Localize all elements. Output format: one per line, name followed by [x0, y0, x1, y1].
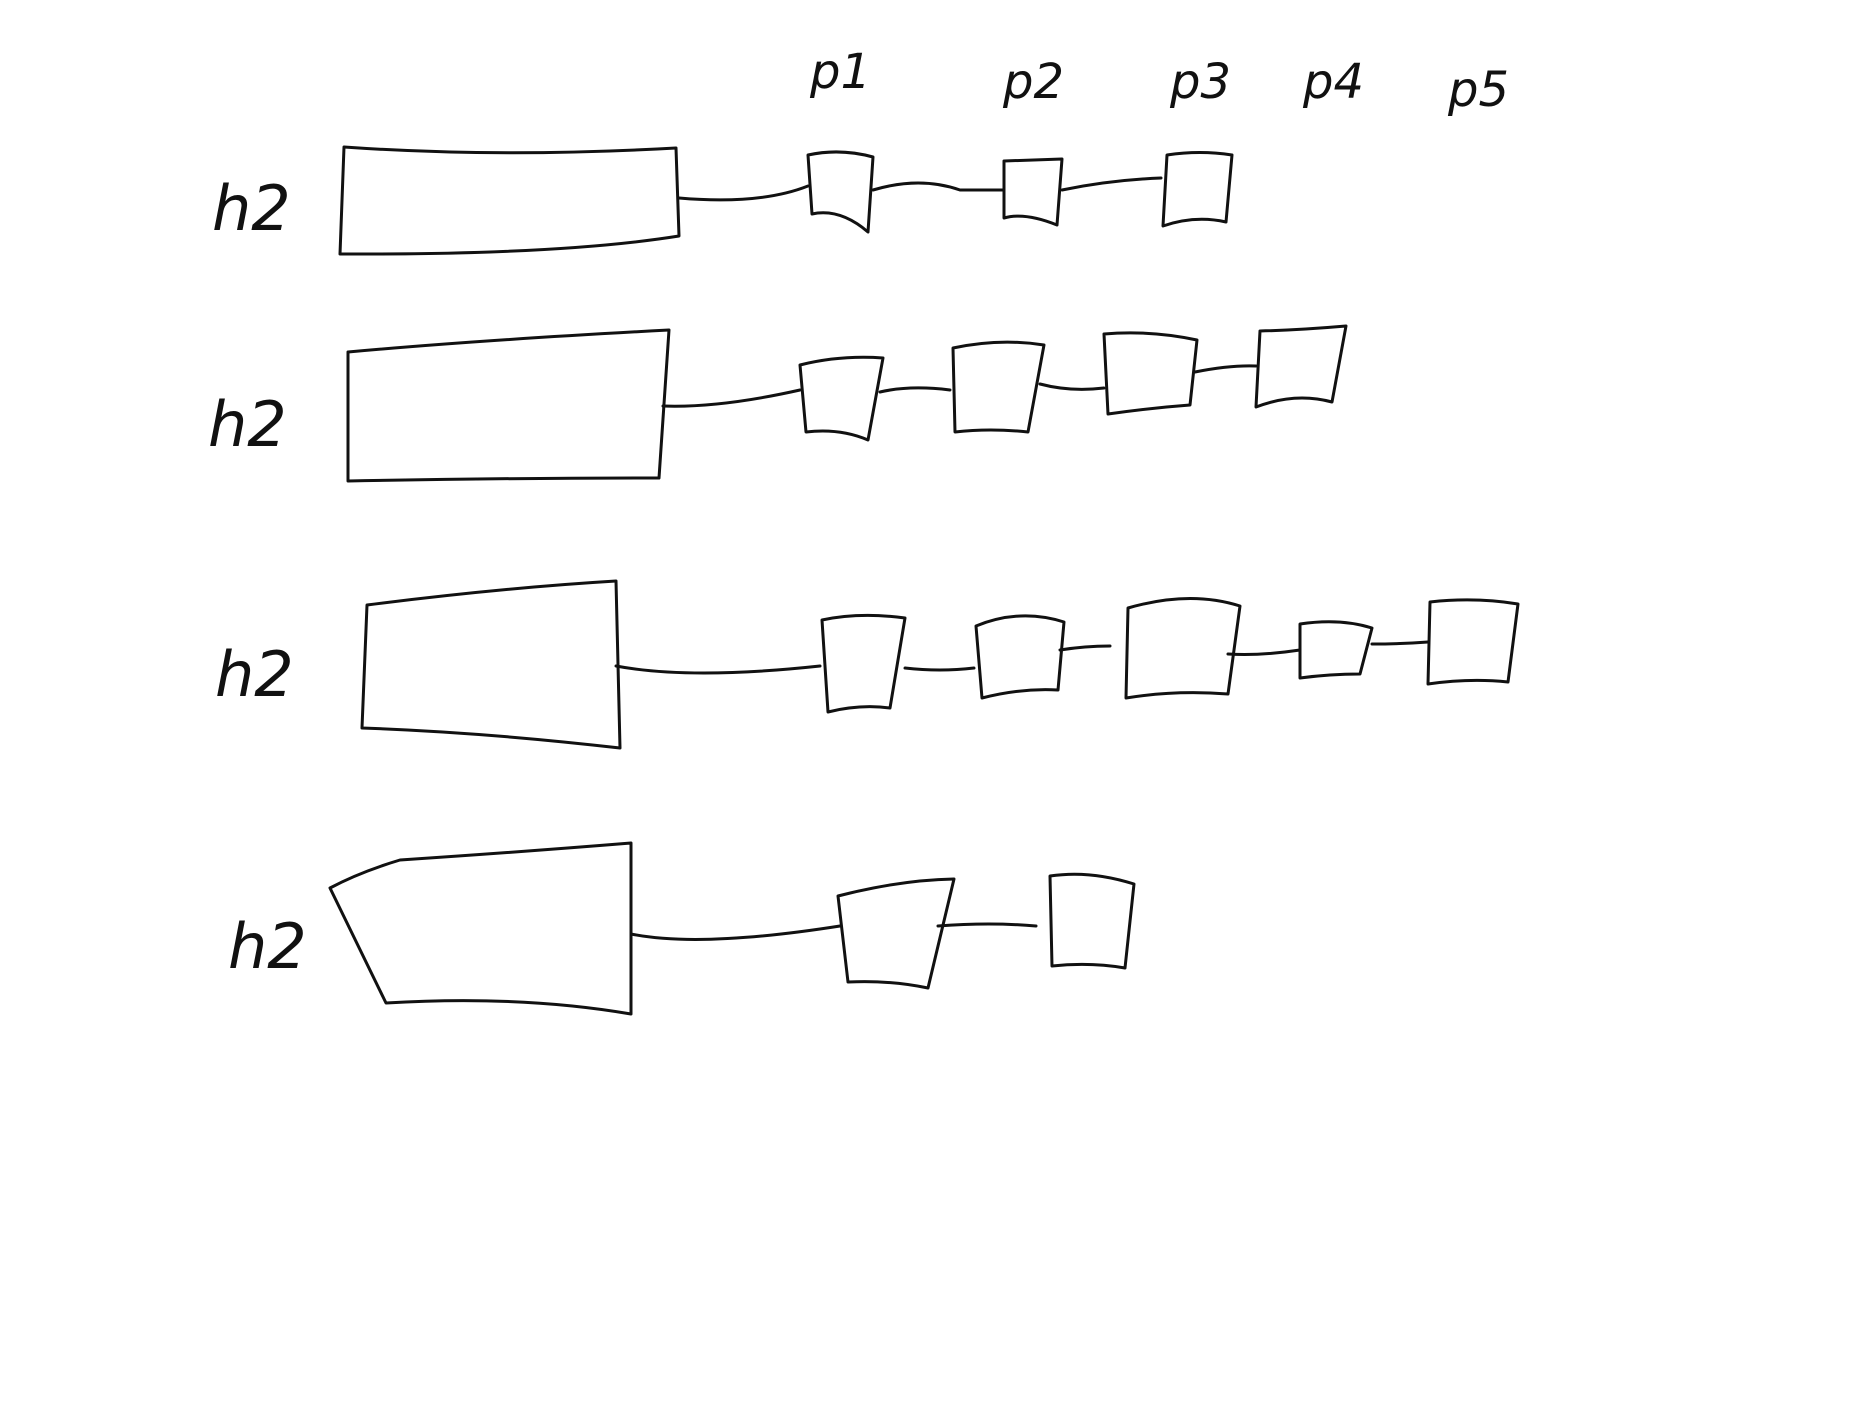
column-label-p4: p4 [1302, 54, 1364, 110]
row-3-link-2 [903, 666, 976, 672]
column-label-p5: p5 [1447, 62, 1509, 118]
row-2-link-4 [1193, 364, 1258, 374]
row-1-header-box [338, 145, 681, 256]
row-3: h2 [215, 579, 1520, 750]
row-4-node-1 [836, 877, 956, 990]
column-label-p2: p2 [1002, 54, 1064, 110]
row-4: h2 [228, 841, 1136, 1016]
row-2: h2 [208, 324, 1348, 483]
row-3-label: h2 [215, 638, 294, 711]
row-2-link-3 [1038, 382, 1106, 391]
column-label-p1: p1 [809, 44, 871, 100]
row-1: h2 [212, 145, 1234, 256]
row-1-label: h2 [212, 172, 291, 245]
row-4-header-box [328, 841, 633, 1016]
row-2-node-1 [798, 355, 885, 442]
row-4-label: h2 [228, 910, 307, 983]
row-1-link-1 [677, 184, 810, 202]
row-4-node-2 [1048, 872, 1136, 970]
row-2-label: h2 [208, 388, 287, 461]
row-3-node-3 [1124, 596, 1242, 700]
row-3-node-1 [820, 613, 907, 714]
row-1-node-2 [1002, 157, 1064, 227]
row-2-node-3 [1102, 331, 1199, 416]
row-3-link-5 [1370, 640, 1430, 646]
row-2-link-1 [661, 388, 802, 408]
row-2-header-box [346, 328, 671, 483]
row-4-link-1 [629, 924, 842, 941]
row-3-node-2 [974, 614, 1066, 700]
row-1-link-2 [871, 181, 1006, 192]
row-3-node-4 [1298, 620, 1374, 680]
row-3-link-4 [1226, 648, 1302, 656]
row-2-node-2 [951, 340, 1046, 434]
row-1-node-1 [806, 150, 875, 234]
row-2-link-2 [878, 386, 952, 394]
row-4-link-2 [936, 922, 1038, 928]
row-1-node-3 [1161, 151, 1234, 228]
row-3-link-3 [1058, 644, 1112, 652]
row-1-link-3 [1060, 176, 1163, 192]
row-3-node-5 [1426, 598, 1520, 686]
column-labels: p1 p2 p3 p4 p5 [809, 44, 1509, 118]
row-2-node-4 [1254, 324, 1348, 409]
row-3-link-1 [614, 664, 822, 675]
row-3-header-box [360, 579, 622, 750]
column-label-p3: p3 [1169, 54, 1231, 110]
